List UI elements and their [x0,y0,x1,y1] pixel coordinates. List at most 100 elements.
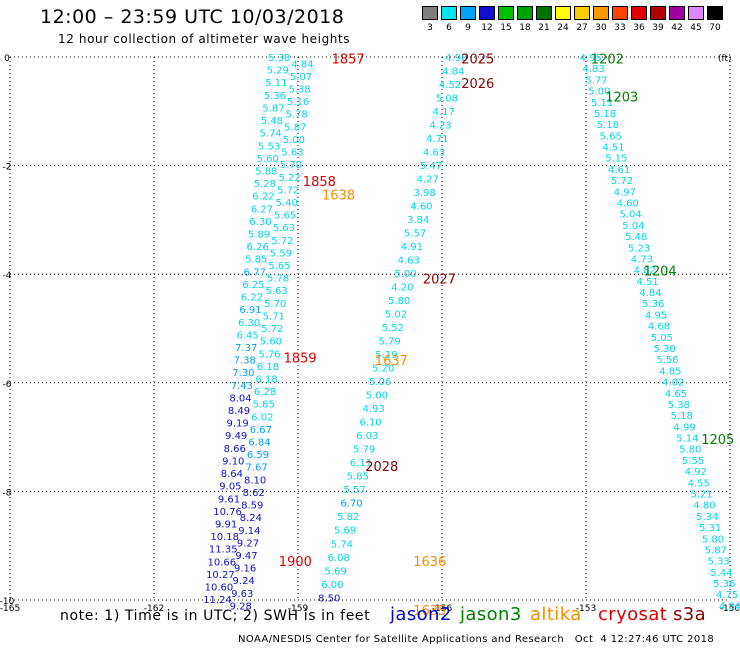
swh-value-jason3: 5.00 [588,87,610,98]
y-tick-label: -6 [3,380,12,390]
y-tick-label: -10 [0,597,15,607]
swh-value-cryosat: 5.60 [260,337,282,348]
swh-value-cryosat: 7.30 [232,368,254,379]
sat-legend-s3a: s3a [673,604,707,625]
swh-value-cryosat: 5.63 [281,148,303,159]
y-tick-label: -8 [3,488,12,498]
swh-value-jason3: 5.31 [699,523,721,534]
swh-value-cryosat: 5.07 [290,72,312,83]
swh-value-s3a: 4.98 [445,53,467,64]
color-swatch-12 [479,6,495,20]
swh-value-s3a: 3.84 [407,215,429,226]
swh-value-s3a: 5.57 [404,229,426,240]
color-swatch-label: 33 [614,23,626,33]
swh-value-cryosat: 8.49 [228,406,250,417]
swh-value-cryosat: 9.63 [231,589,253,600]
swh-value-s3a: 5.79 [353,445,375,456]
credit-text: NOAA/NESDIS Center for Satellite Applica… [238,634,715,645]
swh-value-cryosat: 5.85 [253,400,275,411]
swh-value-cryosat: 9.19 [226,419,248,430]
swh-value-cryosat: 5.72 [261,324,283,335]
swh-value-cryosat: 7.67 [245,463,267,474]
swh-value-jason3: 4.97 [614,187,636,198]
swh-value-cryosat: 9.28 [230,601,252,612]
swh-value-cryosat: 8.24 [240,513,262,524]
swh-value-s3a: 5.08 [436,94,458,105]
swh-value-cryosat: 9.16 [234,564,256,575]
swh-value-cryosat: 9.47 [235,551,257,562]
swh-value-cryosat: 9.10 [222,456,244,467]
swh-value-cryosat: 8.62 [243,488,265,499]
swh-value-cryosat: 5.76 [258,349,280,360]
swh-value-s3a: 6.10 [359,418,381,429]
color-swatch-18 [517,6,533,20]
y-tick-label: 0 [4,54,10,64]
swh-value-s3a: 4.63 [398,256,420,267]
swh-value-cryosat: 7.37 [235,343,257,354]
swh-value-jason3: 5.15 [605,154,627,165]
swh-value-jason3: 5.18 [594,109,616,120]
x-tick-label: -150 [720,604,740,614]
time-label-altika: 1636 [413,555,446,570]
swh-value-cryosat: 5.63 [266,286,288,297]
swh-value-s3a: 5.20 [372,364,394,375]
swh-value-cryosat: 5.72 [271,236,293,247]
swh-value-s3a: 5.74 [331,539,353,550]
time-label-jason3: 1204 [644,264,677,279]
swh-value-s3a: 5.06 [369,377,391,388]
swh-value-cryosat: 10.76 [213,507,242,518]
swh-value-cryosat: 10.66 [208,557,237,568]
swh-value-cryosat: 6.84 [248,438,270,449]
color-swatch-label: 18 [519,23,531,33]
swh-value-jason3: 4.61 [608,165,630,176]
swh-value-cryosat: 5.85 [245,255,267,266]
sat-legend-altika: altika [530,604,582,625]
swh-value-jason3: 4.55 [688,478,710,489]
swh-value-s3a: 4.91 [401,242,423,253]
swh-value-cryosat: 9.14 [238,526,260,537]
swh-value-cryosat: 9.24 [233,576,255,587]
swh-value-cryosat: 5.78 [286,110,308,121]
color-swatch-9 [460,6,476,20]
time-label-altika: 1638 [322,188,355,203]
swh-value-cryosat: 6.22 [241,293,263,304]
color-swatch-label: 12 [481,23,493,33]
swh-value-s3a: 4.20 [391,283,413,294]
swh-value-jason3: 5.36 [642,299,664,310]
swh-value-cryosat: 9.91 [215,519,237,530]
swh-value-cryosat: 5.16 [287,97,309,108]
swh-value-cryosat: 6.28 [254,387,276,398]
swh-value-jason3: 5.56 [656,355,678,366]
swh-value-s3a: 5.69 [324,566,346,577]
swh-value-cryosat: 6.45 [237,330,259,341]
swh-value-s3a: 5.82 [337,512,359,523]
swh-value-jason3: 5.21 [690,490,712,501]
swh-value-s3a: 5.47 [420,161,442,172]
color-swatch-6 [441,6,457,20]
swh-value-cryosat: 5.70 [280,160,302,171]
swh-value-jason3: 5.33 [708,557,730,568]
swh-value-s3a: 4.23 [429,121,451,132]
swh-value-cryosat: 5.78 [267,274,289,285]
swh-value-cryosat: 6.59 [247,450,269,461]
color-swatch-39 [650,6,666,20]
swh-value-s3a: 5.02 [385,310,407,321]
color-swatch-42 [669,6,685,20]
swh-value-cryosat: 10.18 [210,532,239,543]
swh-value-cryosat: 6.02 [251,412,273,423]
swh-value-s3a: 6.11 [350,458,372,469]
swh-value-cryosat: 8.59 [241,501,263,512]
swh-value-jason3: 5.18 [597,120,619,131]
swh-value-s3a: 5.79 [378,337,400,348]
swh-value-cryosat: 11.24 [203,595,232,606]
color-swatch-label: 27 [576,23,588,33]
color-swatch-70 [707,6,723,20]
swh-value-cryosat: 9.61 [218,494,240,505]
swh-value-jason3: 4.83 [583,64,605,75]
swh-value-cryosat: 5.71 [263,311,285,322]
swh-value-cryosat: 11.35 [209,545,238,556]
y-tick-label: -2 [3,163,12,173]
swh-value-jason3: 5.04 [619,210,641,221]
swh-value-cryosat: 5.48 [261,116,283,127]
